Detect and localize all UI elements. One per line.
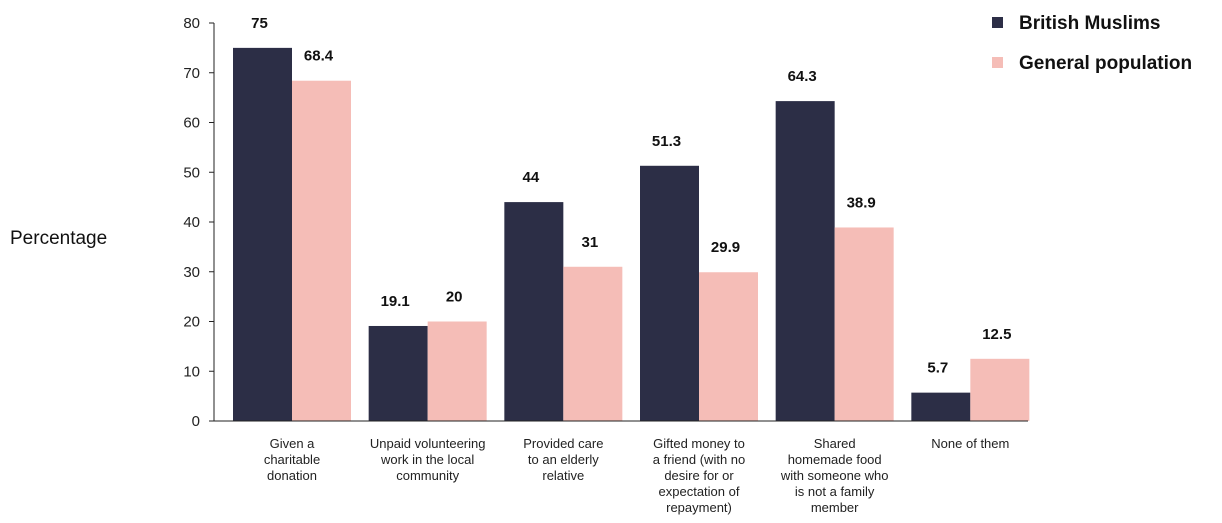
bar xyxy=(640,165,699,421)
legend-item: General population xyxy=(1019,53,1192,74)
data-label: 68.4 xyxy=(304,48,334,65)
data-label: 19.1 xyxy=(381,293,410,310)
bar xyxy=(834,227,894,421)
bar xyxy=(911,392,971,421)
y-tick-label: 40 xyxy=(183,214,200,231)
bar xyxy=(368,325,428,421)
legend-swatch xyxy=(992,17,1003,28)
y-tick-label: 0 xyxy=(192,413,200,430)
y-tick-label: 70 xyxy=(183,65,200,82)
x-tick-label: Unpaid volunteering work in the local comm… xyxy=(370,436,486,483)
y-axis-ticks: 0 10 20 30 40 50 60 70 80 xyxy=(183,15,214,430)
bar xyxy=(292,80,351,422)
bar xyxy=(504,202,564,421)
x-tick-label: Gifted money to a friend (with no desire f… xyxy=(653,436,746,515)
data-label: 64.3 xyxy=(788,68,817,85)
bar xyxy=(233,47,292,421)
data-label: 29.9 xyxy=(711,239,740,256)
data-label: 5.7 xyxy=(927,360,948,377)
data-label: 51.3 xyxy=(652,133,681,150)
bar xyxy=(775,101,835,422)
y-tick-label: 80 xyxy=(183,15,200,32)
data-label: 31 xyxy=(581,234,598,251)
y-tick-label: 20 xyxy=(183,314,200,331)
x-tick-label: Shared homemade food with someone who is no… xyxy=(780,436,889,515)
y-tick-label: 60 xyxy=(183,115,200,132)
data-label: 44 xyxy=(522,169,539,186)
y-tick-label: 10 xyxy=(183,363,200,380)
x-tick-label: Provided care to an elderly relative xyxy=(523,436,603,483)
legend-swatch xyxy=(992,57,1003,68)
x-tick-label: None of them xyxy=(931,436,1009,451)
y-axis-label: Percentage xyxy=(10,228,107,249)
bar xyxy=(563,266,623,421)
data-label: 12.5 xyxy=(982,326,1011,343)
data-label: 20 xyxy=(446,289,463,306)
legend: British Muslims General population xyxy=(992,13,1192,74)
data-label: 38.9 xyxy=(847,194,876,211)
bar xyxy=(699,272,758,421)
data-label: 75 xyxy=(251,15,268,32)
category-labels: Given a charitable donation Unpaid voluntee… xyxy=(264,436,1010,515)
x-tick-label: Given a charitable donation xyxy=(264,436,320,483)
bars xyxy=(233,47,1030,422)
data-labels: 75 68.4 19.1 20 44 31 51.3 29.9 64.3 38.9 5.7 12.5 xyxy=(251,15,1011,377)
legend-item: British Muslims xyxy=(1019,13,1160,34)
bar xyxy=(970,358,1030,421)
bar xyxy=(427,321,487,421)
y-tick-label: 50 xyxy=(183,164,200,181)
y-tick-label: 30 xyxy=(183,264,200,281)
